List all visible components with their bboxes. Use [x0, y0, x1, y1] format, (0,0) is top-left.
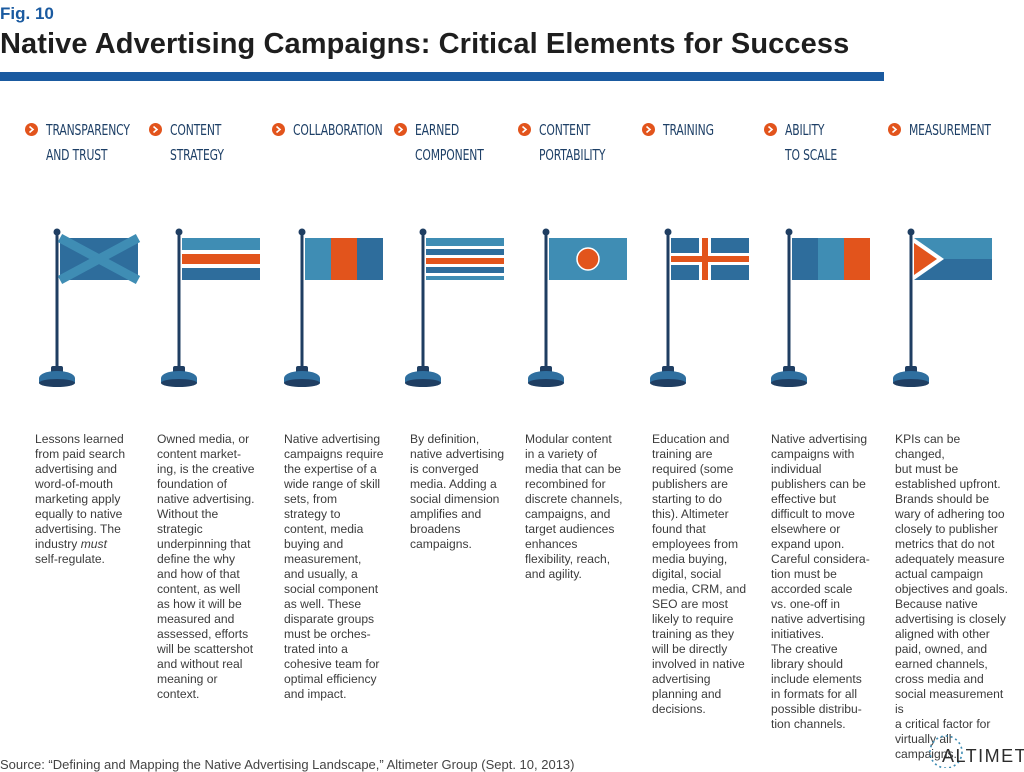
chevron-right-icon	[149, 123, 162, 136]
flag-horizontal-stripes-icon	[161, 228, 260, 387]
element-heading-text: TRANSPARENCY AND TRUST	[46, 121, 130, 164]
element-heading: CONTENT STRATEGY	[149, 118, 269, 168]
element-description: Owned media, or content market- ing, is …	[157, 432, 255, 701]
logo-text: ALTIMETER	[942, 746, 1024, 766]
chevron-right-icon	[25, 123, 38, 136]
element-heading-text: COLLABORATION	[293, 121, 383, 139]
element-heading-text: TRAINING	[663, 121, 714, 139]
flag-saltire-icon	[39, 228, 141, 387]
figure-label: Fig. 10	[0, 4, 54, 23]
flag-bicolor-icon	[771, 228, 870, 387]
element-heading: EARNED COMPONENT	[394, 118, 514, 168]
element-description: Native advertising campaigns with indivi…	[771, 432, 870, 731]
element-description: Education and training are required (som…	[652, 432, 747, 716]
chevron-right-icon	[394, 123, 407, 136]
element-heading-text: MEASUREMENT	[909, 121, 991, 139]
element-heading-text: ABILITY TO SCALE	[785, 121, 838, 164]
element-heading: CONTENT PORTABILITY	[518, 118, 638, 168]
flag-multi-stripes-icon	[405, 228, 504, 387]
title-rule	[0, 72, 884, 81]
element-heading: TRAINING	[642, 118, 762, 143]
flag-cross-icon	[650, 228, 749, 387]
element-heading-text: CONTENT STRATEGY	[170, 121, 224, 164]
element-heading: MEASUREMENT	[888, 118, 1008, 143]
element-description: Modular content in a variety of media th…	[525, 432, 623, 581]
element-heading: ABILITY TO SCALE	[764, 118, 884, 168]
element-description: KPIs can be changed, but must be establi…	[895, 432, 1008, 761]
element-heading-text: CONTENT PORTABILITY	[539, 121, 606, 164]
flag-chevron-icon	[893, 228, 992, 387]
altimeter-logo-icon	[929, 735, 963, 768]
element-heading: TRANSPARENCY AND TRUST	[25, 118, 145, 168]
element-heading: COLLABORATION	[272, 118, 392, 143]
flag-vertical-tricolor-icon	[284, 228, 383, 387]
chevron-right-icon	[518, 123, 531, 136]
chevron-right-icon	[764, 123, 777, 136]
element-description: Lessons learned from paid search adverti…	[35, 432, 126, 566]
element-description: By definition, native advertising is con…	[410, 432, 505, 551]
flag-disc-icon	[528, 228, 627, 387]
chevron-right-icon	[888, 123, 901, 136]
page-title: Native Advertising Campaigns: Critical E…	[0, 28, 850, 60]
element-heading-text: EARNED COMPONENT	[415, 121, 484, 164]
source-note: Source: “Defining and Mapping the Native…	[0, 757, 575, 772]
chevron-right-icon	[642, 123, 655, 136]
altimeter-logo: ALTIMETER	[926, 732, 1024, 768]
element-description: Native advertising campaigns require the…	[284, 432, 384, 701]
chevron-right-icon	[272, 123, 285, 136]
